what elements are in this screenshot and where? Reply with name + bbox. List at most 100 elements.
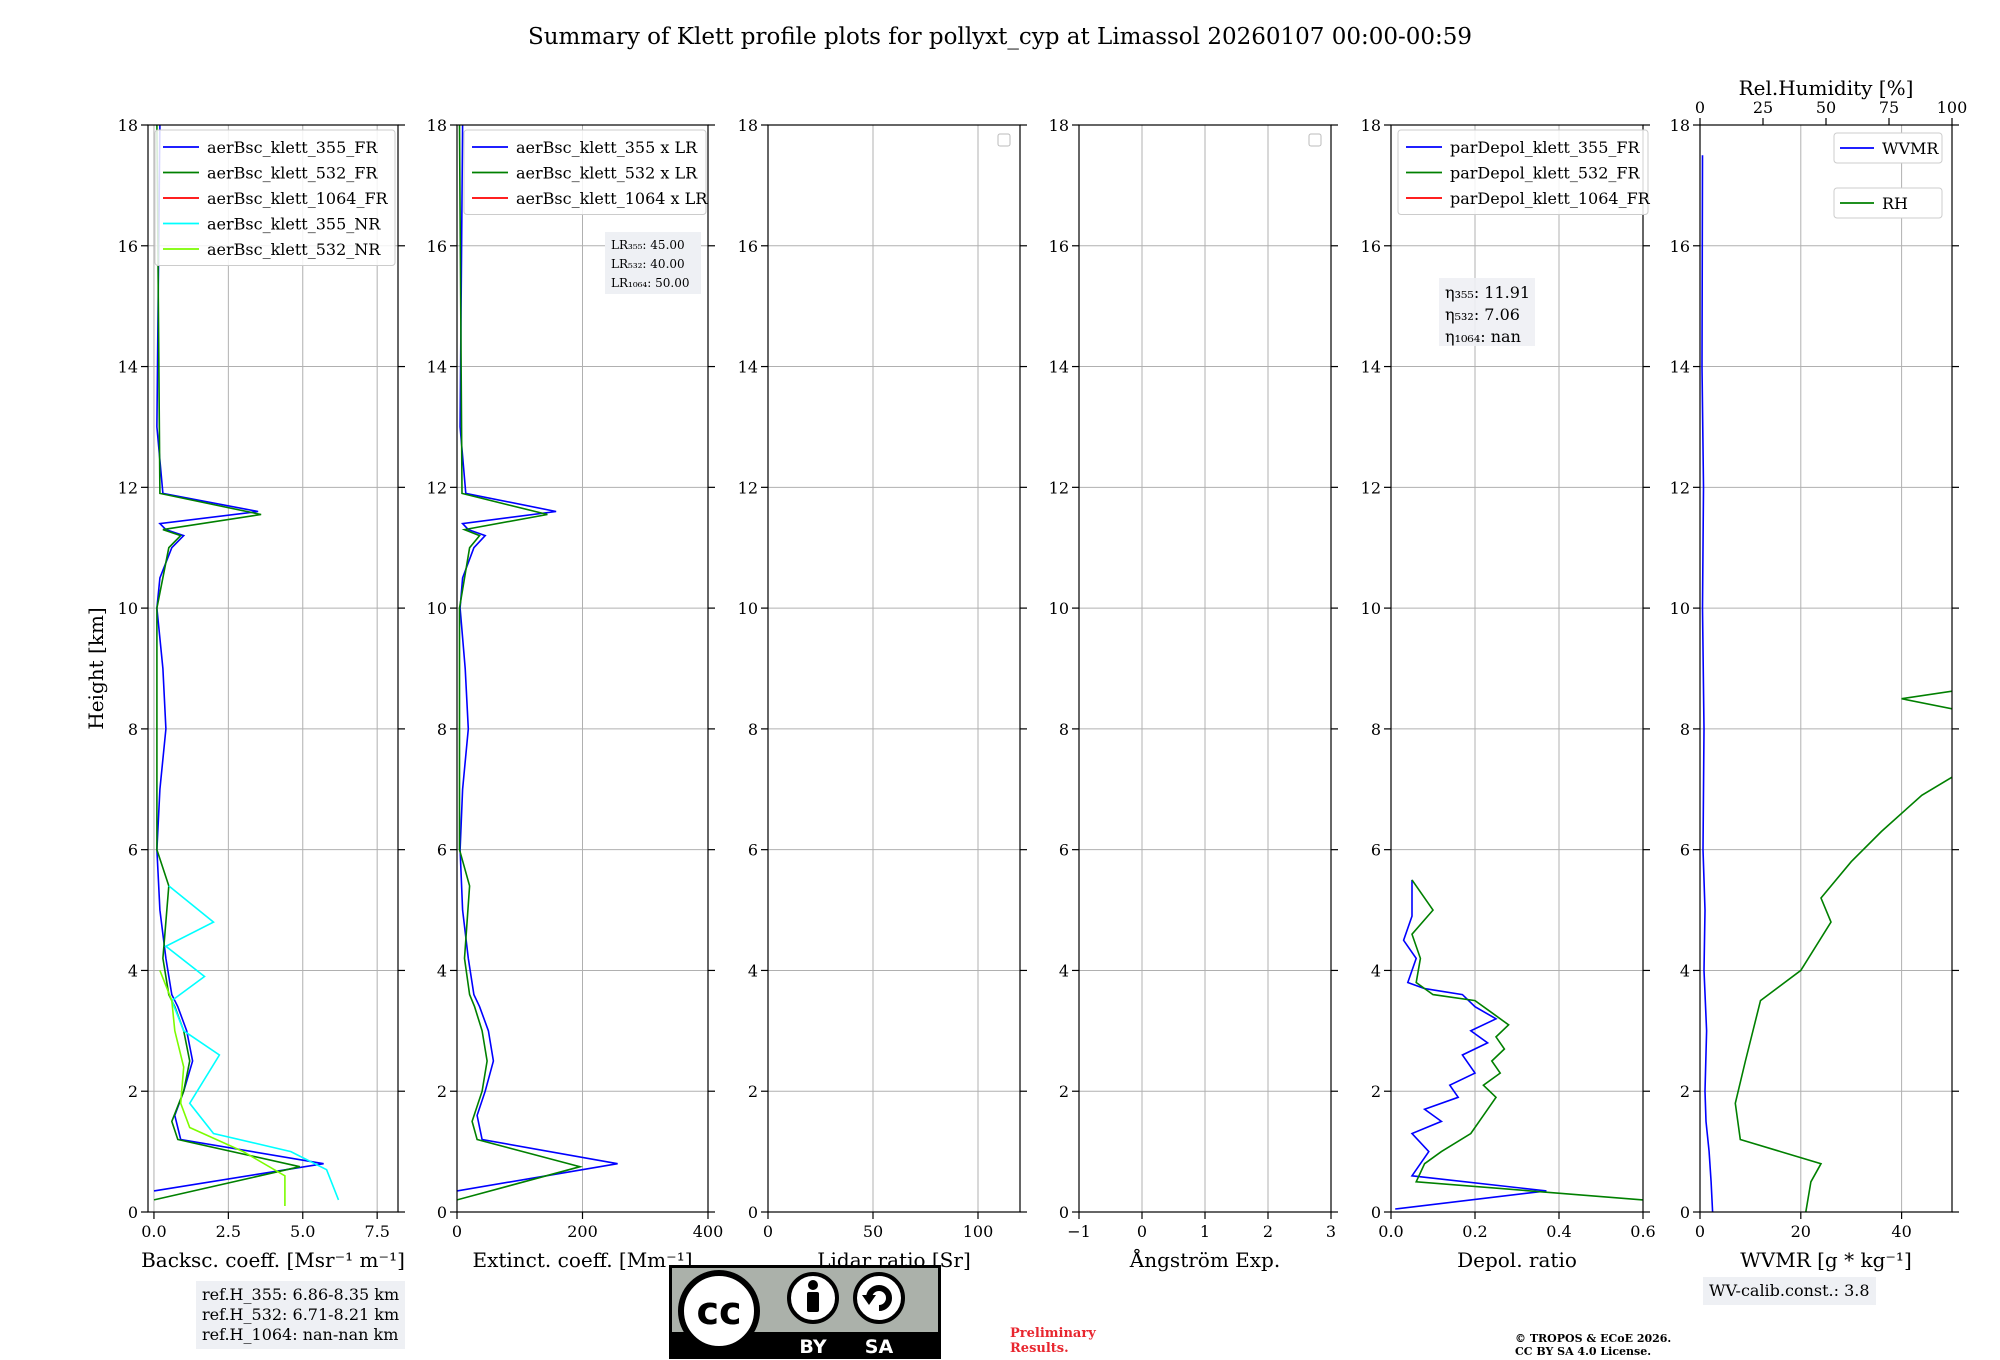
ytick-label: 8	[1059, 720, 1069, 739]
lr-label: LR₃₅₅: 45.00	[611, 238, 685, 252]
top-xaxis-label: Rel.Humidity [%]	[1739, 76, 1914, 100]
xtick-label: 20	[1791, 1222, 1811, 1241]
by-label: BY	[799, 1336, 826, 1358]
ytick-label: 16	[1670, 237, 1690, 256]
lr-box	[605, 232, 701, 294]
ytick-label: 18	[738, 116, 758, 135]
ytick-label: 6	[1059, 841, 1069, 860]
xtick-label: 0.2	[1462, 1222, 1487, 1241]
ytick-label: 2	[1371, 1082, 1381, 1101]
legend-label: aerBsc_klett_532_NR	[207, 240, 381, 259]
series-aerBsc_klett_355_NR	[164, 885, 340, 1201]
ytick-label: 0	[1059, 1203, 1069, 1222]
empty-legend-box	[1308, 133, 1322, 147]
xtick-label: 5.0	[290, 1222, 315, 1241]
ytick-label: 10	[1049, 599, 1069, 618]
ytick-label: 4	[1680, 961, 1690, 980]
xtick-label: 0	[1695, 1222, 1705, 1241]
wv-calib-const: WV-calib.const.: 3.8	[1709, 1281, 1870, 1300]
xtick-label: 0	[1137, 1222, 1147, 1241]
ytick-label: 4	[128, 961, 138, 980]
ytick-label: 18	[1361, 116, 1381, 135]
panel-bsc: 0 2 4 6 8 10 12 14 16 18 0.0 2.5 5.0 7.5 Backsc. coeff…	[84, 116, 405, 1272]
ytick-label: 18	[1670, 116, 1690, 135]
eta-label: η₅₃₂: 7.06	[1445, 305, 1520, 324]
series-aerBsc_klett_532_FR	[153, 125, 300, 1201]
axes-frame	[147, 124, 399, 1213]
ytick-label: 4	[748, 961, 758, 980]
ref-h-355: ref.H_355: 6.86-8.35 km	[202, 1285, 400, 1304]
eta-box	[1439, 278, 1535, 346]
ref-h-532: ref.H_532: 6.71-8.21 km	[202, 1305, 400, 1324]
ytick-label: 0	[748, 1203, 758, 1222]
xtick-label: 200	[567, 1222, 598, 1241]
xtick-label: 0.0	[141, 1222, 166, 1241]
ytick-label: 6	[128, 841, 138, 860]
ytick-label: 2	[1680, 1082, 1690, 1101]
ytick-label: 12	[1670, 478, 1690, 497]
xtick-label: 100	[963, 1222, 994, 1241]
ytick-label: 14	[1361, 358, 1381, 377]
axes-frame	[1390, 124, 1644, 1213]
panel-wv: 0 2 4 6 8 10 12 14 16 18 0 20 40 WVMR [g * kg⁻¹] 0 25 50…	[1670, 76, 1968, 1272]
xtick-label: 3	[1326, 1222, 1336, 1241]
ref-h-1064: ref.H_1064: nan-nan km	[202, 1325, 399, 1344]
copyright-line-2: CC BY SA 4.0 License.	[1515, 1345, 1652, 1358]
wv-calib-box: WV-calib.const.: 3.8	[1703, 1277, 1876, 1305]
ytick-label: 10	[1361, 599, 1381, 618]
ytick-label: 12	[118, 478, 138, 497]
series-aerBsc_klett_355_FR	[153, 125, 324, 1192]
ytick-label: 4	[1371, 961, 1381, 980]
eta-label: η₁₀₆₄: nan	[1445, 327, 1521, 346]
ytick-label: 12	[1049, 478, 1069, 497]
cc-icon-text: cc	[696, 1289, 741, 1333]
legend-box	[1397, 129, 1649, 215]
ytick-label: 8	[128, 720, 138, 739]
ytick-label: 0	[437, 1203, 447, 1222]
ytick-label: 2	[437, 1082, 447, 1101]
xtick-label: 2	[1263, 1222, 1273, 1241]
legend-label: RH	[1882, 194, 1908, 213]
xtick-label: 400	[693, 1222, 724, 1241]
xaxis-label: Depol. ratio	[1457, 1248, 1577, 1272]
preliminary-note: Preliminary Results.	[1010, 1326, 1096, 1356]
ytick-label: 4	[1059, 961, 1069, 980]
sa-icon-arrow	[866, 1285, 892, 1311]
legend-label: parDepol_klett_1064_FR	[1450, 189, 1651, 208]
by-icon-head	[808, 1280, 818, 1290]
ytick-label: 10	[427, 599, 447, 618]
ytick-label: 14	[1049, 358, 1069, 377]
copyright-note: © TROPOS & ECoE 2026. CC BY SA 4.0 Licen…	[1515, 1332, 1671, 1358]
series-aerBsc_klett_355 x LR	[457, 125, 618, 1192]
ytick-label: 0	[1371, 1203, 1381, 1222]
series-WVMR	[1701, 155, 1714, 1212]
ytick-label: 8	[1680, 720, 1690, 739]
reference-height-box: ref.H_355: 6.86-8.35 km ref.H_532: 6.71-…	[196, 1281, 406, 1349]
by-icon-body	[807, 1292, 819, 1312]
ytick-label: 0	[1680, 1203, 1690, 1222]
lr-label: LR₁₀₆₄: 50.00	[611, 276, 689, 290]
ytick-label: 12	[1361, 478, 1381, 497]
legend-box	[154, 129, 396, 266]
ytick-label: 2	[1059, 1082, 1069, 1101]
panel-depol: 0 2 4 6 8 10 12 14 16 18 0.0 0.2 0.4 0.6 Depol. ratio p…	[1361, 116, 1656, 1272]
ytick-label: 16	[118, 237, 138, 256]
xtick-label: −1	[1067, 1222, 1091, 1241]
ytick-label: 14	[1670, 358, 1690, 377]
ytick-label: 16	[1049, 237, 1069, 256]
copyright-line-1: © TROPOS & ECoE 2026.	[1515, 1332, 1672, 1345]
ytick-label: 14	[118, 358, 138, 377]
legend-label: aerBsc_klett_355 x LR	[516, 138, 698, 157]
top-xtick-label: 0	[1695, 98, 1705, 117]
legend-label: aerBsc_klett_355_NR	[207, 215, 381, 234]
xtick-label: 50	[863, 1222, 883, 1241]
ytick-label: 8	[437, 720, 447, 739]
ytick-label: 6	[1680, 841, 1690, 860]
ytick-label: 6	[437, 841, 447, 860]
ytick-label: 10	[738, 599, 758, 618]
xaxis-label: WVMR [g * kg⁻¹]	[1740, 1248, 1912, 1272]
xtick-label: 1	[1200, 1222, 1210, 1241]
